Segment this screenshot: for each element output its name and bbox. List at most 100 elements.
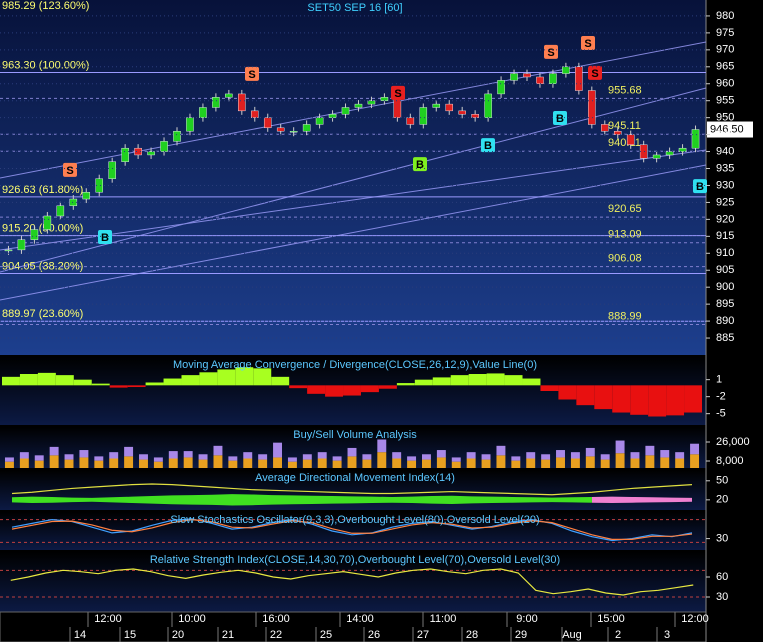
volume-bar: [79, 450, 89, 458]
signal-label: B: [484, 140, 492, 152]
volume-bar: [198, 454, 208, 460]
rsi-pane: [0, 552, 706, 612]
volume-bar: [228, 460, 238, 468]
signal-label: B: [696, 181, 704, 193]
candle: [134, 147, 142, 156]
fib-label: 985.29 (123.60%): [2, 0, 89, 12]
macd-bar: [666, 385, 685, 416]
candle: [523, 73, 531, 78]
y-tick-label: 960: [716, 78, 734, 90]
fib-label: 926.63 (61.80%): [2, 184, 83, 196]
volume-bar: [585, 456, 595, 468]
signal-marker: [481, 138, 495, 153]
volume-bar: [34, 460, 44, 468]
indicator-line: [11, 518, 693, 540]
candle: [445, 103, 453, 112]
price-pane: [0, 0, 706, 355]
signal-label: B: [556, 113, 564, 125]
day-label: 25: [320, 629, 332, 641]
volume-bar: [362, 454, 372, 460]
macd-bar: [163, 378, 182, 386]
level-label: 913.09: [608, 229, 642, 241]
macd-bar: [630, 385, 649, 415]
volume-bar: [64, 454, 74, 460]
candle: [601, 124, 609, 132]
day-label: 28: [466, 629, 478, 641]
volume-bar: [139, 459, 148, 468]
volume-bar: [600, 454, 610, 460]
macd-bar: [289, 385, 308, 389]
volume-bar: [436, 457, 446, 468]
volume-bar: [660, 457, 670, 468]
indicator-line: [10, 568, 694, 596]
volume-bar: [317, 458, 327, 468]
candle: [4, 249, 13, 252]
volume-bar: [422, 459, 431, 468]
candle: [588, 90, 596, 125]
y-tick-label: 915: [716, 230, 734, 242]
macd-bar: [19, 374, 38, 386]
y-tick-label: 895: [716, 298, 734, 310]
candle: [108, 161, 116, 179]
volume-bar: [392, 458, 402, 468]
volume-bar: [645, 445, 655, 456]
last-price: 946.50: [710, 123, 744, 135]
time-label: 9:00: [516, 613, 537, 625]
signal-marker: [413, 157, 427, 172]
y-tick-label: 1: [716, 374, 722, 386]
y-tick-label: 940: [716, 145, 734, 157]
volume-bar: [49, 446, 59, 456]
macd-bar: [325, 385, 344, 397]
y-tick-label: 930: [716, 179, 734, 191]
signal-marker: [245, 66, 259, 81]
macd-bar: [648, 385, 667, 417]
macd-bar: [432, 377, 451, 386]
macd-bar: [271, 376, 290, 386]
candle: [315, 117, 324, 125]
time-label: 10:00: [178, 613, 206, 625]
level-label: 945.11: [608, 120, 641, 132]
volume-bar: [124, 446, 134, 457]
volume-bar: [124, 456, 134, 468]
macd-bar: [576, 385, 595, 406]
candle: [458, 110, 466, 115]
y-tick-label: 955: [716, 95, 734, 107]
volume-bar: [4, 461, 14, 468]
volume-bar: [451, 461, 461, 468]
volume-bar: [213, 455, 223, 468]
macd-bar: [396, 383, 415, 386]
volume-bar: [630, 458, 640, 468]
signal-marker: [63, 162, 77, 177]
macd-bar: [684, 385, 702, 413]
signal-marker: [98, 230, 112, 245]
candle: [147, 151, 155, 156]
adx-line: [11, 483, 693, 496]
signal-marker: [693, 179, 707, 194]
candle: [276, 127, 285, 132]
macd-bar: [486, 373, 505, 386]
volume-bar: [273, 442, 282, 458]
macd-bar: [145, 382, 164, 386]
volume-bar: [541, 459, 551, 468]
candle: [30, 229, 39, 240]
volume-bar: [19, 458, 29, 468]
macd-bar: [2, 376, 20, 386]
volume-bar: [556, 457, 565, 468]
volume-bar: [466, 458, 476, 468]
volume-bar: [109, 458, 119, 468]
volume-bar: [183, 457, 193, 468]
y-tick-label: 965: [716, 61, 734, 73]
candle: [613, 131, 622, 135]
candle: [471, 114, 479, 118]
macd-bar: [73, 379, 92, 386]
volume-bar: [34, 455, 44, 461]
macd-bar: [91, 383, 110, 386]
volume-bar: [645, 455, 655, 468]
volume-bar: [4, 457, 14, 462]
volume-bar: [243, 458, 253, 468]
volume-bar: [258, 454, 268, 460]
day-label: 29: [515, 629, 527, 641]
volume-bar: [377, 452, 387, 468]
volume-bar: [422, 454, 431, 460]
signal-marker: [544, 44, 558, 59]
